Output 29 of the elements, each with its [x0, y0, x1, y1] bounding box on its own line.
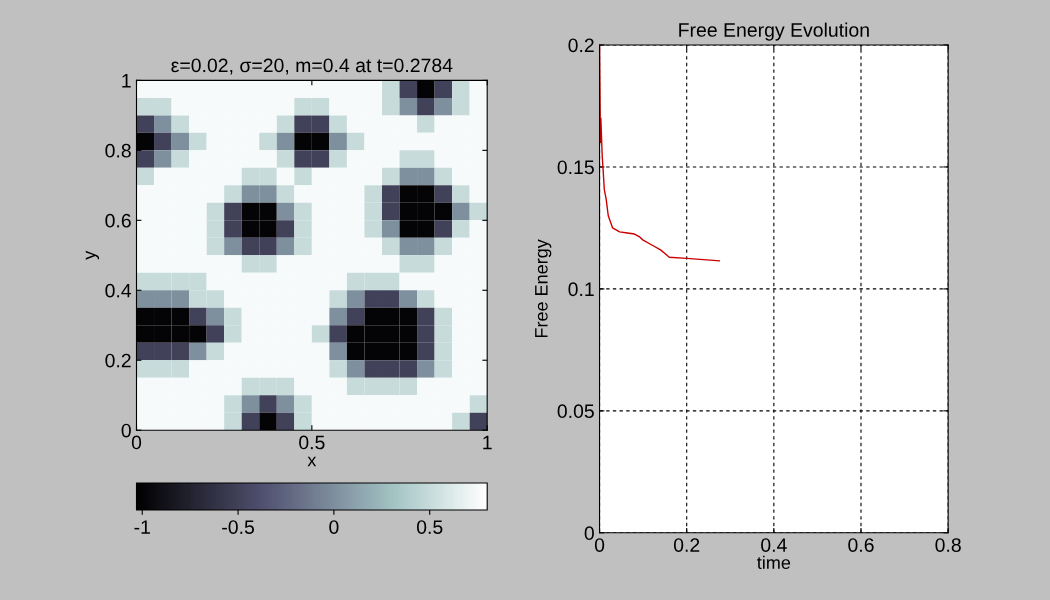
y-tick-label: 0.4: [105, 283, 132, 298]
y-tick-label: 0.15: [557, 160, 594, 175]
x-axis-title: time: [757, 555, 791, 570]
y-tick-label: 0.1: [568, 282, 594, 297]
x-tick-label: 0.8: [935, 538, 961, 552]
y-tick-label: 0: [121, 423, 131, 438]
y-tick-label: 0.8: [105, 143, 131, 158]
color-bar-label: 0.5: [416, 520, 443, 534]
y-tick-label: 0.2: [105, 353, 131, 368]
y-tick-label: 0.2: [568, 38, 594, 53]
x-tick-label: 0.6: [848, 538, 874, 552]
x-tick-label: 0.4: [761, 538, 787, 552]
chart-title: Free Energy Evolution: [679, 22, 869, 41]
x-axis-title: x: [307, 456, 317, 467]
y-tick-label: 0.6: [105, 213, 131, 228]
y-tick-label: 0: [584, 526, 594, 541]
y-tick-label: 0.05: [557, 404, 594, 419]
x-tick-label: 0: [131, 435, 142, 450]
y-axis-title: y: [85, 250, 100, 260]
x-tick-label: 0: [594, 538, 605, 552]
y-tick-label: 1: [122, 74, 131, 88]
color-bar-label: -1: [134, 520, 150, 534]
x-tick-label: 0.2: [673, 538, 700, 552]
y-axis-title: Free Energy: [535, 239, 552, 338]
color-bar-label: 0: [329, 520, 339, 534]
x-tick-label: 1: [483, 435, 492, 450]
chart-title: ε=0.02, σ=20, m=0.4 at t=0.2784: [171, 58, 453, 75]
color-bar-label: -0.5: [222, 520, 255, 534]
x-tick-label: 0.5: [299, 435, 325, 450]
